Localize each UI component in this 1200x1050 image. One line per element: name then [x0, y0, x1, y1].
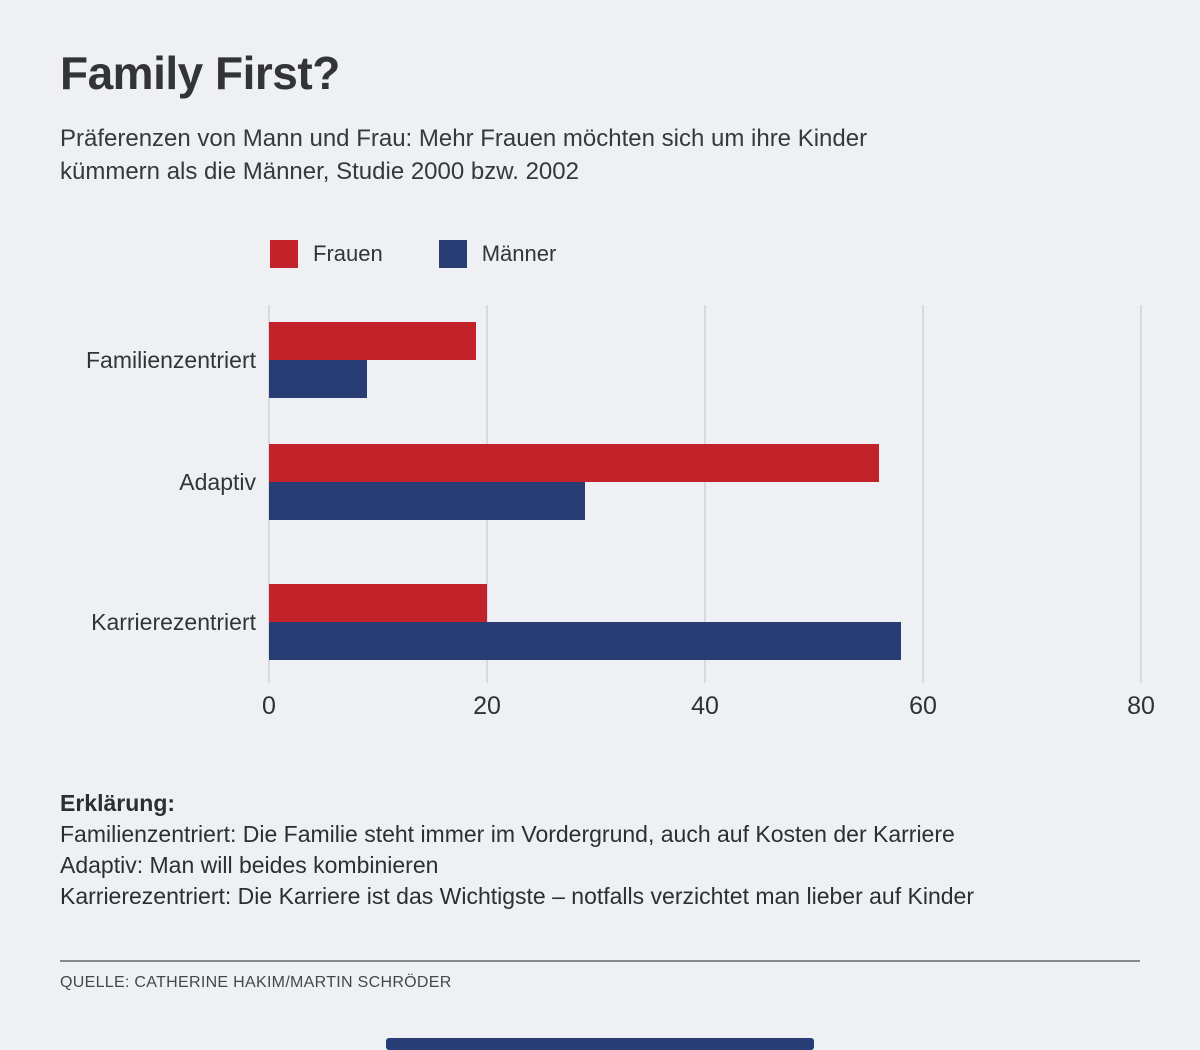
legend: Frauen Männer [270, 240, 612, 268]
explanation-heading: Erklärung: [60, 790, 176, 816]
gridline-60 [922, 305, 924, 683]
bar-frauen-adaptiv [269, 444, 880, 482]
chart-title: Family First? [60, 47, 340, 99]
legend-label-frauen: Frauen [313, 241, 383, 266]
bar-frauen-karrierezentriert [269, 584, 487, 622]
plot-area [268, 305, 1142, 683]
bar-frauen-familienzentriert [269, 322, 477, 360]
divider-line [60, 960, 1140, 962]
explanation-line-2: Adaptiv: Man will beides kombinieren [60, 852, 439, 878]
subtitle-line-2: kümmern als die Männer, Studie 2000 bzw.… [60, 158, 579, 185]
bar-männer-adaptiv [269, 482, 586, 520]
category-label-karrierezentriert: Karrierezentriert [91, 609, 256, 635]
explanation-line-1: Familienzentriert: Die Familie steht imm… [60, 821, 955, 847]
legend-swatch-frauen [270, 240, 298, 268]
gridline-80 [1140, 305, 1142, 683]
gridline-40 [704, 305, 706, 683]
bar-männer-familienzentriert [269, 360, 368, 398]
subtitle-line-1: Präferenzen von Mann und Frau: Mehr Frau… [60, 125, 868, 152]
chart-subtitle: Präferenzen von Mann und Frau: Mehr Frau… [60, 122, 867, 188]
category-label-adaptiv: Adaptiv [179, 469, 256, 495]
bottom-accent-bar [386, 1038, 814, 1050]
legend-swatch-maenner [438, 240, 467, 268]
legend-item-maenner: Männer [438, 240, 557, 268]
x-tick-label-80: 80 [1127, 692, 1155, 720]
legend-item-frauen: Frauen [270, 240, 383, 268]
x-tick-label-40: 40 [691, 692, 719, 720]
explanation-line-3: Karrierezentriert: Die Karriere ist das … [60, 883, 974, 909]
source-credit: QUELLE: CATHERINE HAKIM/MARTIN SCHRÖDER [60, 974, 452, 991]
bar-männer-karrierezentriert [269, 622, 902, 660]
x-tick-label-60: 60 [909, 692, 937, 720]
x-tick-label-20: 20 [473, 692, 501, 720]
x-tick-label-0: 0 [262, 692, 276, 720]
legend-label-maenner: Männer [481, 241, 557, 266]
explanation-block: Erklärung: Familienzentriert: Die Famili… [60, 788, 974, 912]
category-label-familienzentriert: Familienzentriert [86, 347, 256, 373]
